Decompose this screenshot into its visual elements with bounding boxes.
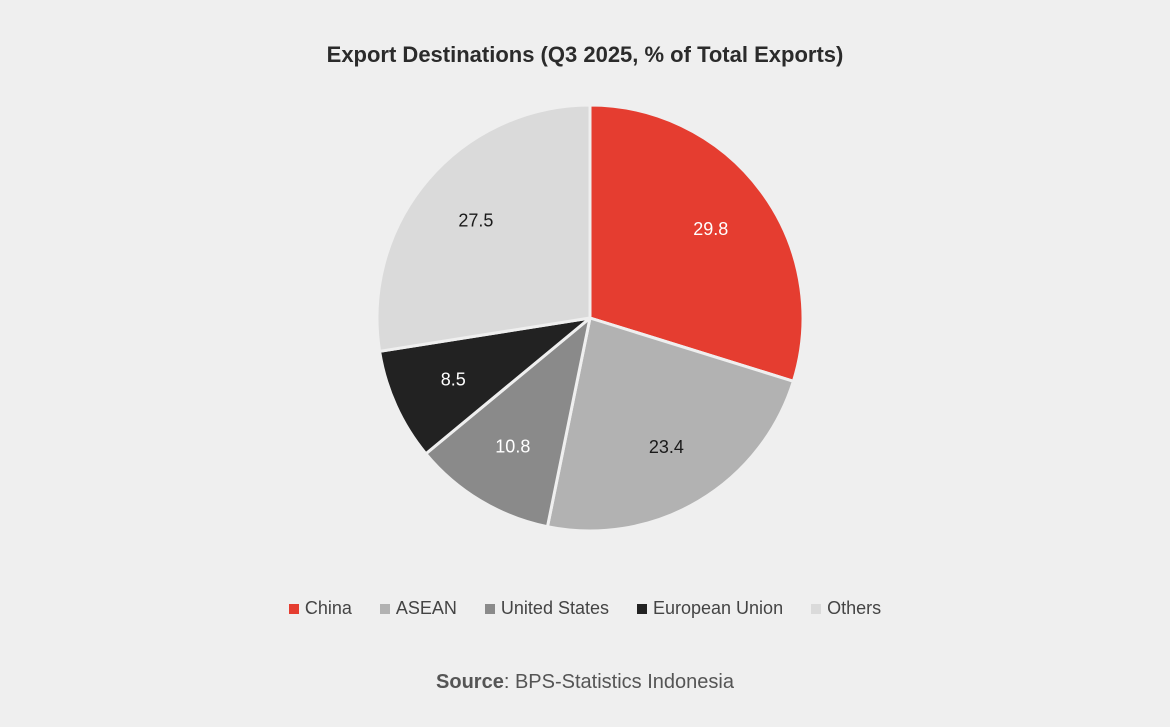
source-label: Source: [436, 671, 504, 693]
pie-slices: [375, 103, 805, 533]
pie-slice-asean: [545, 316, 795, 533]
legend-item-united-states: United States: [484, 598, 609, 619]
slice-value-label: 10.8: [495, 437, 530, 457]
slice-value-label: 8.5: [441, 370, 466, 390]
slice-value-label: 27.5: [458, 211, 493, 231]
pie-slice-european-union: [378, 316, 592, 456]
legend-label: European Union: [652, 598, 784, 618]
legend-swatch-icon: [811, 603, 822, 614]
legend-swatch-icon: [484, 603, 495, 614]
slice-value-label: 29.8: [693, 219, 728, 239]
legend-item-china: China: [288, 598, 352, 619]
source-text: : BPS-Statistics Indonesia: [503, 671, 734, 693]
chart-title: Export Destinations (Q3 2025, % of Total…: [326, 42, 844, 67]
slice-value-label: 23.4: [649, 437, 684, 457]
pie-slice-united-states: [424, 316, 592, 529]
source-note: Source: BPS-Statistics Indonesia: [0, 671, 1170, 694]
legend-label: Others: [827, 598, 882, 618]
pie-labels: 29.8 23.4 10.8 8.5 27.5: [441, 211, 729, 458]
chart-legend: China ASEAN United States European Union Oth…: [0, 598, 1170, 619]
legend-label: ASEAN: [395, 598, 457, 618]
legend-label: United States: [500, 598, 609, 618]
legend-swatch-icon: [379, 603, 390, 614]
pie-slice-china: [588, 103, 805, 383]
legend-swatch-icon: [288, 603, 299, 614]
legend-item-others: Others: [811, 598, 881, 619]
legend-item-european-union: European Union: [636, 598, 784, 619]
legend-swatch-icon: [636, 603, 647, 614]
legend-label: China: [304, 598, 352, 618]
legend-item-asean: ASEAN: [379, 598, 457, 619]
pie-slice-others: [375, 103, 592, 353]
